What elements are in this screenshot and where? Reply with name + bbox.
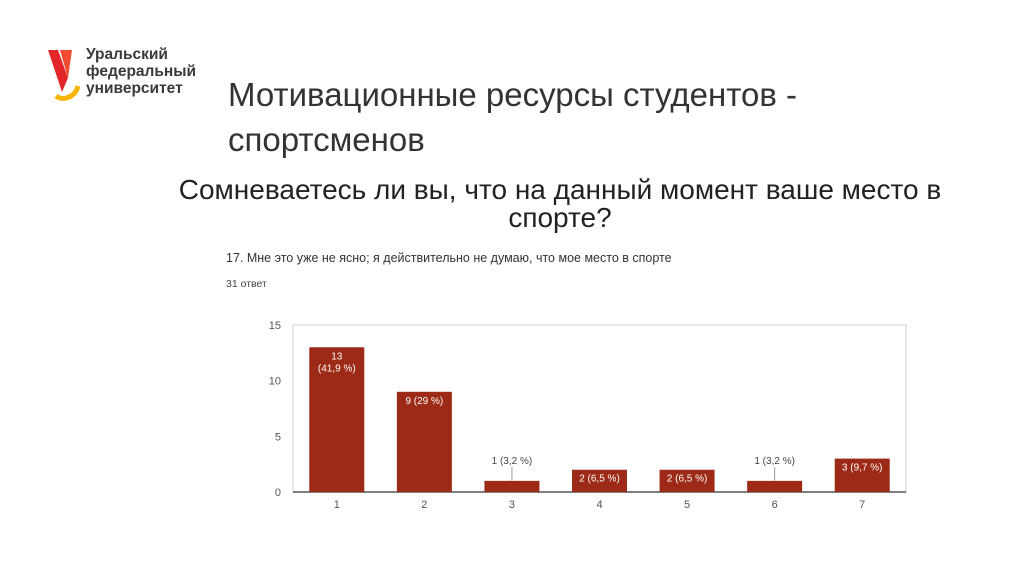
bar — [484, 480, 540, 492]
survey-question: 17. Мне это уже не ясно; я действительно… — [226, 251, 672, 265]
slide-title: Мотивационные ресурсы студентов - спортс… — [228, 76, 798, 158]
logo-line-3: университет — [86, 80, 183, 97]
ural-university-logo-icon — [48, 50, 80, 101]
y-tick-label: 10 — [269, 376, 281, 388]
plot-frame — [292, 324, 907, 493]
x-tick-label: 6 — [772, 499, 778, 511]
data-label: 1 (3,2 %) — [754, 456, 795, 467]
x-tick-label: 3 — [509, 499, 515, 511]
slide-subtitle: Сомневаетесь ли вы, что на данный момент… — [178, 176, 942, 233]
bar — [834, 458, 890, 492]
bar — [659, 469, 715, 492]
data-label: 9 (29 %) — [405, 396, 443, 407]
x-tick-label: 1 — [334, 499, 340, 511]
data-label: (41,9 %) — [318, 363, 356, 374]
x-tick-label: 5 — [684, 499, 690, 511]
data-label: 3 (9,7 %) — [842, 463, 883, 474]
bar — [309, 347, 365, 492]
logo-line-2: федеральный — [86, 63, 197, 80]
university-logo: Уральский федеральный университет — [46, 44, 216, 104]
logo-wordmark: Уральский федеральный университет — [86, 46, 196, 97]
response-count: 31 ответ — [226, 278, 267, 290]
x-tick-label: 7 — [859, 499, 865, 511]
bar — [747, 480, 803, 492]
x-tick-label: 2 — [421, 499, 427, 511]
data-label: 2 (6,5 %) — [667, 474, 708, 485]
data-label: 1 (3,2 %) — [492, 456, 533, 467]
bar — [396, 391, 452, 492]
bar — [572, 469, 627, 492]
logo-line-1: Уральский — [86, 46, 168, 63]
data-label: 2 (6,5 %) — [579, 474, 620, 485]
data-label: 13 — [331, 351, 343, 362]
x-tick-label: 4 — [596, 499, 602, 511]
y-tick-label: 0 — [275, 487, 281, 499]
y-tick-label: 5 — [275, 431, 281, 443]
y-tick-label: 15 — [269, 320, 281, 332]
